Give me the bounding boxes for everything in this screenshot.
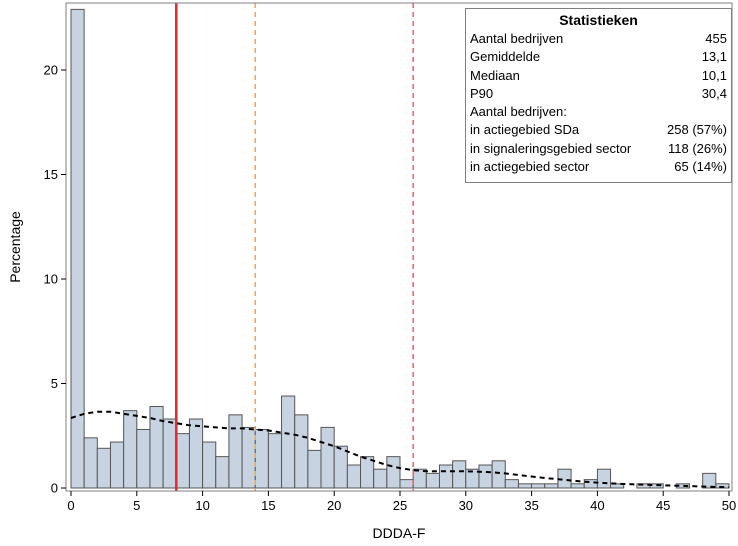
- y-tick-label: 15: [44, 167, 58, 182]
- x-tick-label: 40: [590, 498, 604, 513]
- histogram-bar: [333, 445, 348, 489]
- statistics-value: 118 (26%): [667, 140, 727, 156]
- histogram-bar: [452, 460, 467, 489]
- statistics-row: Gemiddelde 13,1: [466, 48, 731, 66]
- histogram-bar: [386, 456, 401, 489]
- histogram-bar: [478, 464, 493, 489]
- histogram-bar: [294, 414, 309, 489]
- histogram-bar: [228, 414, 243, 489]
- histogram-bar: [531, 483, 546, 489]
- histogram-bar: [425, 472, 440, 489]
- histogram-bars: [70, 8, 730, 489]
- histogram-bar: [83, 437, 98, 489]
- histogram-bar: [491, 460, 506, 489]
- statistics-row: Mediaan 10,1: [466, 67, 731, 85]
- statistics-label: Gemiddelde: [470, 49, 541, 65]
- histogram-bar: [570, 483, 585, 489]
- statistics-title: Statistieken: [559, 12, 638, 28]
- statistics-row: in signaleringsgebied sector 118 (26%): [466, 140, 731, 158]
- x-axis-label: DDDA-F: [373, 525, 426, 541]
- histogram-bar: [136, 428, 151, 489]
- histogram-bar: [241, 426, 256, 489]
- histogram-bar: [175, 433, 190, 489]
- statistics-row: Aantal bedrijven 455: [466, 30, 731, 48]
- histogram-bar: [596, 468, 612, 489]
- statistics-label: Aantal bedrijven:: [470, 104, 567, 120]
- statistics-value: 65 (14%): [674, 159, 727, 175]
- x-tick-label: 5: [133, 498, 140, 513]
- x-tick-label: 50: [722, 498, 736, 513]
- histogram-bar: [281, 395, 296, 489]
- statistics-value: 13,1: [701, 49, 727, 65]
- histogram-bar: [202, 441, 217, 489]
- histogram-bar: [702, 472, 717, 489]
- histogram-bar: [320, 426, 335, 489]
- histogram-bar: [123, 410, 138, 489]
- histogram-bar: [504, 479, 519, 489]
- statistics-box: Statistieken Aantal bedrijven 455 Gemiddel…: [465, 8, 732, 183]
- reference-lines: [175, 3, 414, 491]
- x-tick-label: 20: [327, 498, 341, 513]
- x-tick-label: 35: [524, 498, 538, 513]
- histogram-bar: [109, 441, 125, 489]
- y-axis-ticks: 0 5 10 15 20: [44, 63, 66, 496]
- statistics-label: in actiegebied sector: [470, 159, 590, 175]
- x-tick-label: 25: [393, 498, 407, 513]
- statistics-rows: Aantal bedrijven 455 Gemiddelde 13,1 Mediaan…: [466, 30, 731, 176]
- histogram-bar: [96, 447, 111, 489]
- histogram-bar: [438, 464, 454, 489]
- histogram-bar: [215, 456, 230, 489]
- statistics-value: 10,1: [701, 67, 727, 83]
- statistics-label: in signaleringsgebied sector: [470, 140, 632, 156]
- statistics-value: 455: [705, 31, 727, 46]
- statistics-label: P90: [470, 85, 494, 101]
- histogram-bar: [346, 464, 362, 489]
- y-tick-label: 0: [51, 481, 58, 496]
- x-axis-ticks: 0 5 10 15 20 25 30 35 40 45 50: [67, 491, 736, 513]
- statistics-row: in actiegebied sector 65 (14%): [466, 158, 731, 176]
- x-tick-label: 30: [459, 498, 473, 513]
- histogram-bar: [267, 433, 283, 489]
- y-tick-label: 20: [44, 63, 58, 78]
- histogram-bar: [399, 479, 414, 489]
- histogram-bar: [307, 449, 322, 489]
- statistics-label: Mediaan: [470, 67, 520, 83]
- histogram-bar: [254, 428, 269, 489]
- histogram-bar: [360, 456, 375, 489]
- histogram-bar: [517, 483, 533, 489]
- histogram-bar: [188, 418, 204, 489]
- statistics-label: in actiegebied SDa: [470, 122, 580, 138]
- x-tick-label: 0: [67, 498, 74, 513]
- y-tick-label: 5: [51, 376, 58, 391]
- statistics-row: P90 30,4: [466, 85, 731, 103]
- statistics-value: 30,4: [701, 85, 727, 101]
- x-tick-label: 10: [195, 498, 209, 513]
- statistics-row: in actiegebied SDa 258 (57%): [466, 121, 731, 139]
- x-tick-label: 45: [656, 498, 670, 513]
- histogram-bar: [70, 8, 85, 489]
- density-curve: [70, 410, 730, 489]
- histogram-bar: [544, 483, 559, 489]
- statistics-row: Aantal bedrijven:: [466, 103, 731, 121]
- y-axis-label: Percentage: [7, 211, 23, 283]
- y-tick-label: 10: [44, 272, 58, 287]
- histogram-bar: [610, 483, 625, 489]
- x-tick-label: 15: [261, 498, 275, 513]
- statistics-value: 258 (57%): [667, 122, 727, 138]
- statistics-label: Aantal bedrijven: [470, 31, 564, 46]
- histogram-bar: [162, 418, 177, 489]
- plot-frame: [65, 2, 733, 492]
- histogram-bar: [373, 468, 388, 489]
